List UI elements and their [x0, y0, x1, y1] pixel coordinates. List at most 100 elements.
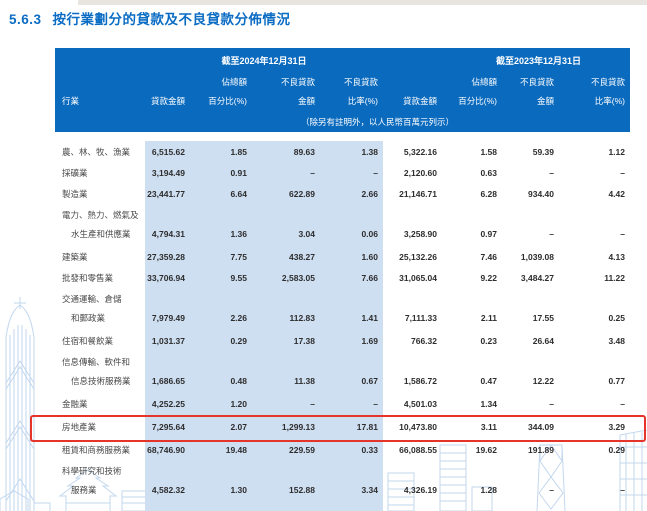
value-cell: 0.29 [608, 445, 625, 455]
value-cell: 1.60 [361, 252, 378, 262]
value-cell: 1,039.08 [520, 252, 554, 262]
value-cell: 6.64 [230, 189, 247, 199]
value-cell: 622.89 [289, 189, 315, 199]
value-cell: 1.30 [230, 485, 247, 495]
industry-name: 金融業 [62, 399, 88, 409]
table-row: 交通運輸、倉儲 和郵政業 7,979.49 2.26 112.83 1.41 7,111.3… [55, 290, 630, 332]
col-loan-2024: 貸款金額 [150, 96, 185, 106]
value-cell: 1.69 [361, 336, 378, 346]
value-cell: 2.11 [480, 313, 497, 323]
pagoda-icon [58, 469, 118, 511]
value-cell: – [549, 399, 554, 409]
value-cell: – [620, 168, 625, 178]
value-cell: 25,132.26 [399, 252, 437, 262]
value-cell: 19.48 [225, 445, 247, 455]
value-cell: 0.97 [480, 229, 497, 239]
value-cell: 0.47 [480, 376, 497, 386]
value-cell: 4,252.25 [151, 399, 185, 409]
industry-name: 電力、熱力、燃氣及 水生產和供應業 [62, 210, 139, 239]
value-cell: 21,146.71 [399, 189, 437, 199]
value-cell: 1,031.37 [151, 336, 185, 346]
value-cell: 934.40 [528, 189, 554, 199]
industry-column-header: 行業 [62, 96, 80, 106]
table-row: 電力、熱力、燃氣及 水生產和供應業 4,794.31 1.36 3.04 0.06 3,25… [55, 206, 630, 248]
value-cell: 9.22 [480, 273, 497, 283]
value-cell: 3.48 [608, 336, 625, 346]
value-cell: – [373, 168, 378, 178]
value-cell: 152.88 [289, 485, 315, 495]
section-title: 5.6.3 按行業劃分的貸款及不良貸款分佈情況 [9, 8, 291, 28]
value-cell: 11.22 [604, 273, 625, 283]
table-row: 農、林、牧、漁業 6,515.62 1.85 89.63 1.38 5,322.16 1.5… [55, 143, 630, 164]
value-cell: – [373, 399, 378, 409]
value-cell: 1.28 [480, 485, 497, 495]
value-cell: 59.39 [532, 147, 554, 157]
value-cell: – [310, 168, 315, 178]
value-cell: 0.67 [361, 376, 378, 386]
table-row: 批發和零售業 33,706.94 9.55 2,583.05 7.66 31,065.04… [55, 269, 630, 290]
section-number: 5.6.3 [9, 12, 42, 27]
col-npl-2024: 不良貸款 金額 [280, 77, 315, 106]
slab-building-icon [387, 472, 415, 511]
value-cell: 344.09 [528, 422, 554, 432]
value-cell: 229.59 [289, 445, 315, 455]
industry-name: 製造業 [62, 189, 88, 199]
value-cell: 7,979.49 [151, 313, 185, 323]
table-row: 金融業 4,252.25 1.20 – – 4,501.03 1.34 – – [55, 395, 630, 416]
current-period-shaded-band [145, 141, 383, 511]
industry-name: 建築業 [62, 252, 88, 262]
table-row: 房地產業 7,295.64 2.07 1,299.13 17.81 10,473.80 3.… [30, 415, 646, 442]
value-cell: 1,686.65 [151, 376, 185, 386]
value-cell: 3.11 [480, 422, 497, 432]
value-cell: 19.62 [475, 445, 497, 455]
value-cell: 1.34 [480, 399, 497, 409]
col-pct-2024: 佔總額 百分比(%) [208, 77, 247, 106]
value-cell: 6.28 [480, 189, 497, 199]
value-cell: 2,120.60 [403, 168, 437, 178]
col-loan-2023: 貸款金額 [402, 96, 437, 106]
value-cell: 3.34 [361, 485, 378, 495]
value-cell: 3,484.27 [520, 273, 554, 283]
industry-name: 採礦業 [62, 168, 88, 178]
industry-name: 房地產業 [62, 422, 97, 432]
value-cell: 33,706.94 [147, 273, 185, 283]
value-cell: 0.48 [230, 376, 247, 386]
value-cell: 6,515.62 [151, 147, 185, 157]
value-cell: 0.23 [480, 336, 497, 346]
value-cell: 4,794.31 [151, 229, 185, 239]
industry-name: 農、林、牧、漁業 [62, 147, 131, 157]
period-2024-header: 截至2024年12月31日 [221, 56, 307, 66]
value-cell: 4,501.03 [403, 399, 437, 409]
value-cell: 1.85 [230, 147, 247, 157]
value-cell: – [620, 485, 625, 495]
value-cell: 7.66 [361, 273, 378, 283]
column-headers: 行業 貸款金額 佔總額 百分比(%) 不良貸款 金額 不良貸款 比率(%) 貸款金額 … [55, 73, 630, 111]
value-cell: – [549, 229, 554, 239]
value-cell: 2,583.05 [281, 273, 315, 283]
section-title-text: 按行業劃分的貸款及不良貸款分佈情況 [52, 12, 291, 27]
value-cell: 3.04 [298, 229, 315, 239]
value-cell: – [310, 399, 315, 409]
value-cell: 66,088.55 [399, 445, 437, 455]
value-cell: 1.58 [480, 147, 497, 157]
industry-name: 科學研究和技術 服務業 [62, 466, 122, 495]
period-2023-header: 截至2023年12月31日 [495, 56, 582, 66]
industry-name: 交通運輸、倉儲 和郵政業 [62, 294, 122, 323]
value-cell: 9.55 [230, 273, 247, 283]
tower-icon [5, 297, 35, 511]
value-cell: 1.20 [230, 399, 247, 409]
value-cell: 68,746.90 [147, 445, 185, 455]
table-body: 農、林、牧、漁業 6,515.62 1.85 89.63 1.38 5,322.16 1.5… [30, 143, 646, 504]
table-row: 建築業 27,359.28 7.75 438.27 1.60 25,132.26 7.46 1… [55, 248, 630, 269]
value-cell: 0.06 [361, 229, 378, 239]
value-cell: 4,582.32 [151, 485, 185, 495]
value-cell: 438.27 [289, 252, 315, 262]
col-pct-2023: 佔總額 百分比(%) [458, 77, 497, 106]
table-header: 截至2024年12月31日 截至2023年12月31日 行業 貸款金額 佔總額百… [55, 48, 630, 132]
value-cell: 0.29 [230, 336, 247, 346]
value-cell: 27,359.28 [147, 252, 185, 262]
value-cell: 2.66 [361, 189, 378, 199]
table-row: 採礦業 3,194.49 0.91 – – 2,120.60 0.63 – – [55, 164, 630, 185]
value-cell: 7.46 [480, 252, 497, 262]
table-row: 信息傳輸、軟件和 信息技術服務業 1,686.65 0.48 11.38 0.67 1,58… [55, 353, 630, 395]
